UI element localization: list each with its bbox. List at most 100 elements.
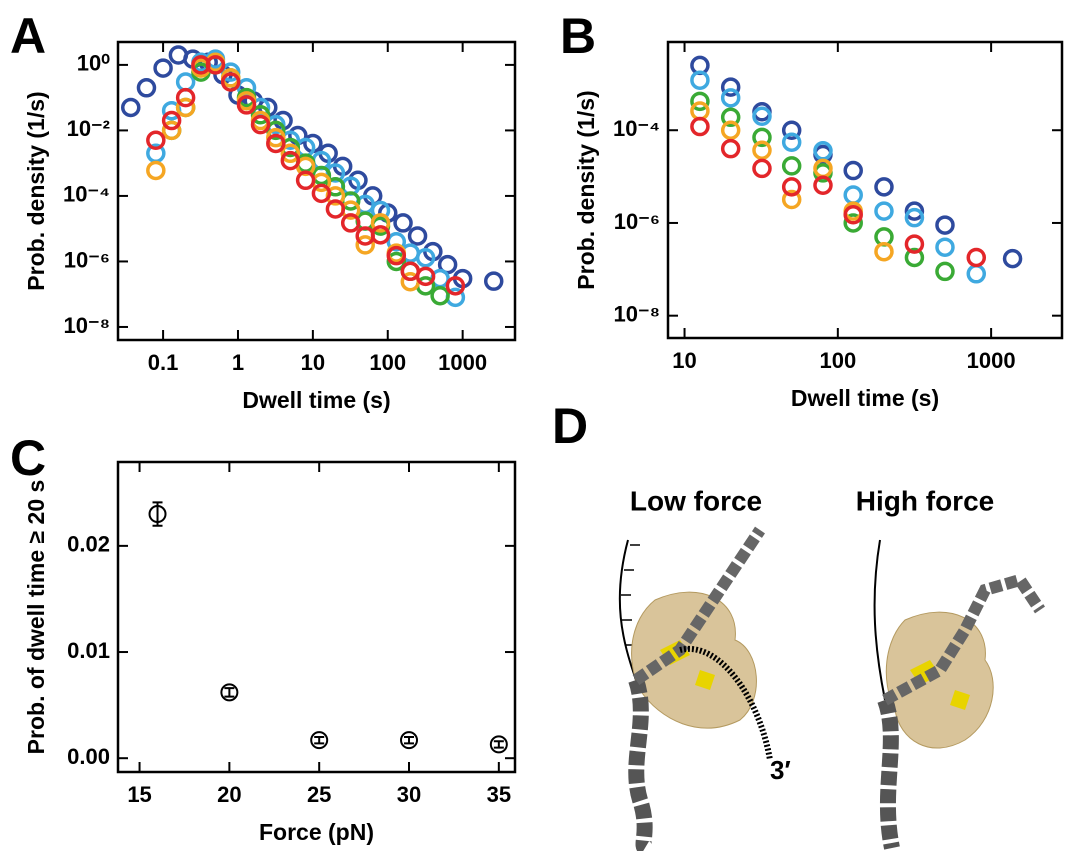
strand: [679, 645, 773, 761]
x-tick-label: 10: [301, 350, 325, 375]
data-point: [966, 247, 987, 268]
dsdna: [632, 526, 765, 685]
x-tick-label: 25: [307, 782, 331, 807]
data-point: [148, 505, 167, 524]
data-point: [720, 120, 741, 140]
x-tick-label: 15: [127, 782, 151, 807]
dsdna: [882, 573, 1045, 706]
data-point: [415, 266, 436, 287]
data-point: [205, 55, 226, 75]
data-point: [236, 95, 257, 115]
y-tick-label: 10⁰: [77, 51, 110, 76]
data-point: [489, 735, 508, 754]
y-tick-label: 10⁻⁶: [614, 209, 660, 234]
data-point: [295, 170, 316, 191]
x-tick-label: 30: [397, 782, 421, 807]
data-point: [250, 114, 271, 135]
protein-site: [660, 640, 715, 690]
y-tick-label: 10⁻⁴: [63, 182, 110, 207]
panel-label: A: [10, 8, 46, 64]
plot-frame: [116, 40, 517, 342]
data-point: [393, 213, 413, 233]
data-point: [483, 271, 504, 291]
plot-frame: [666, 40, 1064, 340]
data-point: [843, 160, 863, 181]
data-point: [386, 245, 407, 266]
diagram-label: Low force: [630, 485, 762, 516]
data-point: [752, 127, 772, 148]
dsdna: [628, 677, 653, 851]
data-point: [146, 130, 166, 151]
y-tick-label: 0.02: [67, 532, 110, 557]
data-point: [415, 247, 436, 268]
data-point: [386, 231, 407, 252]
data-point: [935, 215, 955, 235]
data-point: [445, 276, 466, 296]
data-point: [355, 235, 375, 255]
data-point: [1002, 248, 1023, 269]
data-point: [220, 62, 241, 82]
data-point: [407, 226, 428, 246]
data-point: [280, 150, 301, 171]
data-point: [781, 132, 802, 153]
panel-label: B: [560, 8, 596, 64]
panel-d-diagram: D Low force High force 3′: [552, 398, 1045, 851]
ssdna: [873, 539, 886, 701]
error-bar: [404, 735, 415, 745]
data-point: [843, 213, 863, 233]
x-tick-label: 100: [819, 348, 856, 373]
data-point: [340, 213, 361, 233]
data-point: [370, 213, 391, 233]
data-point: [121, 97, 141, 118]
data-point: [430, 285, 450, 306]
y-tick-label: 0.01: [67, 638, 110, 663]
data-point: [266, 133, 286, 154]
data-point: [813, 175, 833, 196]
data-point: [752, 106, 772, 127]
y-tick-label: 0.00: [67, 744, 110, 769]
y-axis-label: Prob. density (1/s): [573, 90, 599, 289]
data-point: [720, 77, 741, 97]
data-point: [904, 234, 925, 254]
data-point: [175, 72, 196, 92]
data-point: [690, 116, 710, 137]
data-point: [220, 72, 241, 92]
y-tick-label: 10⁻⁴: [613, 116, 660, 141]
protein: [885, 611, 994, 749]
x-tick-label: 20: [217, 782, 241, 807]
error-bar: [314, 735, 325, 745]
data-point: [781, 120, 802, 140]
data-point: [874, 177, 894, 197]
data-point: [781, 189, 802, 210]
data-point: [325, 199, 346, 219]
x-tick-label: 0.1: [148, 350, 179, 375]
data-point: [720, 138, 741, 159]
data-point: [153, 58, 173, 78]
diagram-label: High force: [856, 485, 994, 516]
error-bar: [493, 740, 504, 749]
data-point: [136, 78, 157, 98]
data-point: [874, 241, 894, 262]
dsdna: [877, 697, 900, 850]
data-point: [311, 183, 332, 204]
x-axis-label: Dwell time (s): [791, 385, 939, 411]
bases: [621, 544, 640, 646]
data-point: [310, 731, 329, 750]
data-point: [690, 70, 710, 90]
data-point: [161, 120, 182, 141]
data-point: [720, 88, 741, 108]
x-tick-label: 100: [369, 350, 406, 375]
data-point: [250, 105, 271, 125]
y-tick-label: 10⁻⁶: [64, 247, 110, 272]
y-axis-label: Prob. of dwell time ≥ 20 s: [23, 480, 49, 755]
data-point: [370, 225, 391, 245]
data-point: [781, 177, 802, 197]
x-tick-label: 35: [487, 782, 511, 807]
data-point: [904, 207, 925, 228]
y-tick-label: 10⁻⁸: [64, 313, 110, 338]
data-point: [935, 261, 955, 282]
error-bar: [224, 687, 235, 698]
data-point: [386, 251, 407, 272]
data-point: [966, 264, 987, 284]
